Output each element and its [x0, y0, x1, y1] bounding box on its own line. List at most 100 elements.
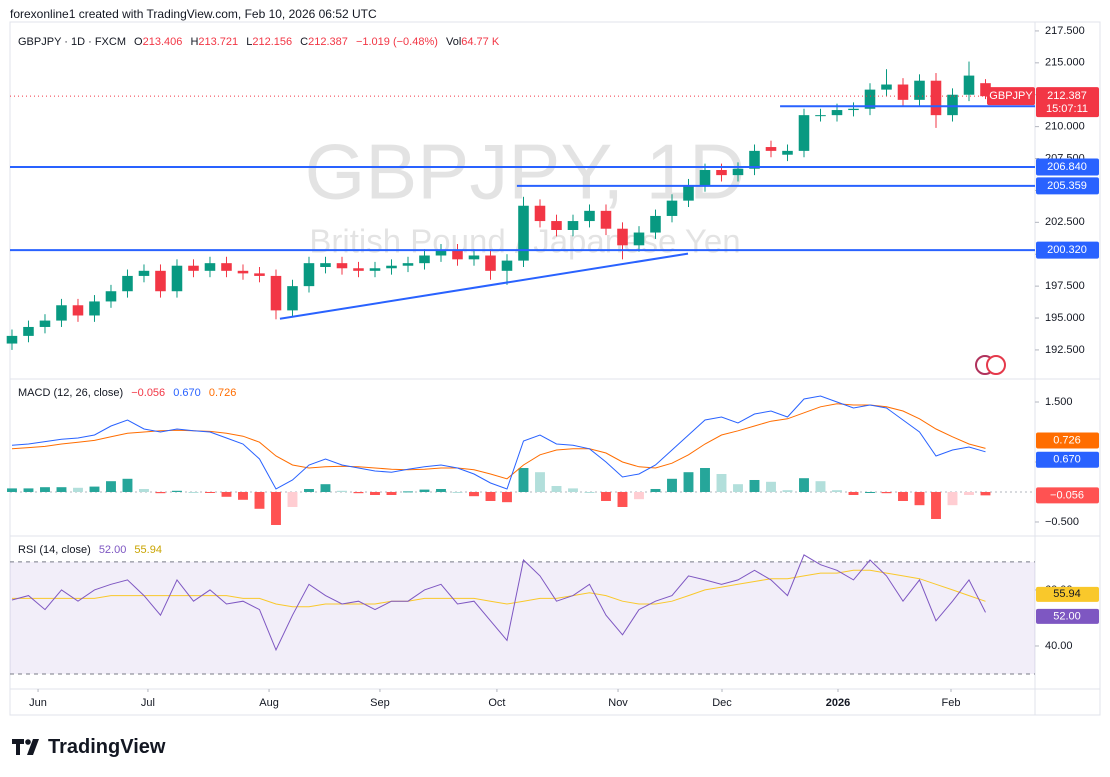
signal-line	[11, 403, 986, 480]
macd-legend: MACD (12, 26, close) −0.056 0.670 0.726	[18, 387, 236, 399]
histogram-bar	[419, 489, 430, 492]
histogram-bar	[7, 488, 17, 492]
level-label: 205.359	[1047, 180, 1087, 192]
candle-body	[963, 75, 975, 95]
histogram-bar	[56, 487, 67, 492]
histogram-bar	[947, 491, 958, 506]
candle-body	[600, 210, 612, 229]
histogram-bar	[320, 484, 331, 492]
x-tick-label: Oct	[488, 697, 505, 709]
histogram-bar	[370, 491, 380, 495]
candle-body	[221, 263, 232, 271]
candle-body	[122, 275, 133, 292]
histogram-bar	[584, 491, 595, 493]
histogram-bar	[881, 491, 892, 494]
countdown: 15:07:11	[1046, 103, 1088, 115]
histogram-bar	[964, 491, 974, 495]
histogram-bar	[700, 467, 710, 492]
candle-body	[617, 228, 628, 246]
x-tick-label: Aug	[259, 697, 279, 709]
x-tick-label: Feb	[942, 697, 961, 709]
macd-value: 0.670	[173, 387, 201, 399]
x-tick-label: Jun	[29, 697, 47, 709]
candle-body	[485, 255, 496, 271]
candle-body	[237, 270, 249, 274]
candle-body	[188, 265, 199, 271]
candle-body	[386, 265, 397, 269]
rsi-title: RSI (14, close)	[18, 544, 91, 556]
candle-body	[683, 185, 694, 201]
histogram-bar	[634, 491, 644, 500]
candle-body	[501, 260, 513, 271]
x-tick-label: Jul	[141, 697, 155, 709]
candle-body	[567, 221, 579, 230]
histogram-bar	[89, 486, 100, 492]
histogram-bar	[749, 479, 760, 492]
histogram-bar	[518, 467, 529, 492]
rsi-band	[10, 561, 1035, 674]
rsi-ma-label: 55.94	[1053, 588, 1081, 600]
price-legend: GBPJPY · 1D · FXCM O213.406 H213.721 L21…	[18, 36, 499, 48]
candle-body	[336, 263, 348, 269]
frame	[9, 21, 1101, 716]
macd-label: 0.670	[1053, 454, 1081, 466]
candle-body	[864, 89, 876, 109]
rsi-value: 52.00	[98, 544, 127, 556]
histogram-bar	[139, 488, 149, 492]
histogram-bar	[733, 484, 743, 492]
histogram-bar	[172, 490, 182, 492]
histogram-bar	[485, 491, 496, 501]
y-tick-label: 40.00	[1045, 640, 1073, 652]
candle-body	[204, 263, 216, 271]
candle-body	[369, 268, 381, 271]
candle-body	[155, 270, 166, 292]
histogram-bar	[716, 473, 727, 492]
candle-body	[518, 205, 529, 261]
level-label: 206.840	[1047, 161, 1087, 173]
symbol-tag: GBPJPY	[989, 90, 1033, 102]
histogram-bar	[848, 491, 859, 495]
candle-body	[831, 110, 843, 116]
histogram-bar	[980, 491, 991, 496]
x-tick-label: Dec	[712, 697, 732, 709]
histogram-bar	[815, 481, 826, 492]
candle-body	[716, 170, 727, 176]
ohlc-prefix: C	[300, 36, 309, 48]
histogram-bar	[914, 491, 925, 506]
candle-body	[254, 273, 265, 276]
logo-icon	[12, 739, 39, 755]
signal-value: 0.726	[208, 387, 237, 399]
level-label-box	[1036, 158, 1099, 176]
histogram-bar	[353, 491, 364, 494]
histogram-bar	[683, 472, 694, 492]
rsi-line	[11, 554, 986, 652]
candle-body	[353, 268, 364, 271]
signal-label: 0.726	[1053, 434, 1081, 446]
histogram-label: −0.056	[1050, 489, 1084, 501]
histogram-bar	[782, 490, 793, 492]
candle-body	[105, 291, 117, 302]
candle-body	[980, 83, 991, 97]
rsi-ma-value: 55.94	[134, 544, 162, 556]
candle-body	[72, 305, 84, 316]
y-tick-label: 210.000	[1045, 121, 1085, 133]
y-tick-label: 202.500	[1045, 216, 1085, 228]
ohlc-prefix: O	[134, 36, 143, 48]
y-tick-label: 217.500	[1045, 25, 1085, 37]
candle-body	[749, 150, 760, 169]
close-value: 212.387	[308, 36, 348, 48]
candle-body	[633, 232, 645, 246]
candle-body	[798, 115, 810, 151]
last-price-box	[1036, 87, 1099, 118]
candle-body	[666, 200, 678, 216]
macd-line	[11, 395, 986, 490]
candle-body	[914, 80, 925, 100]
histogram-bar	[23, 488, 34, 492]
logo: TradingView	[48, 736, 166, 758]
macd-label-box	[1036, 451, 1099, 468]
candle-body	[402, 263, 414, 266]
candle-body	[39, 320, 51, 327]
histogram-bar	[155, 491, 166, 494]
candle-body	[56, 305, 67, 321]
histogram-bar	[238, 491, 248, 500]
